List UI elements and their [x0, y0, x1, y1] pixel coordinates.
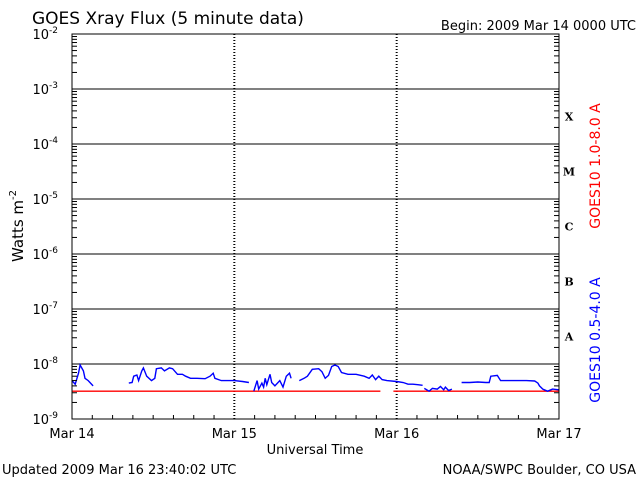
plot-frame — [71, 33, 560, 420]
x-tick-label: Mar 16 — [374, 427, 419, 442]
plot-series — [71, 362, 560, 393]
series-line-short — [298, 364, 423, 386]
y-tick-label: 10-3 — [32, 81, 58, 98]
y-axis-label-exponent: -2 — [8, 190, 19, 200]
series-line-short — [461, 374, 560, 392]
flare-class-label: A — [564, 331, 574, 344]
series-line-short — [128, 366, 250, 384]
begin-label: Begin: 2009 Mar 14 0000 UTC — [441, 19, 636, 34]
flare-class-label: C — [565, 221, 574, 234]
x-axis-ticks: Mar 14 Mar 15 Mar 16 Mar 17 — [49, 415, 582, 442]
series-line-short — [71, 362, 94, 387]
chart-title: GOES Xray Flux (5 minute data) — [32, 9, 304, 29]
flare-class-label: B — [564, 276, 573, 289]
y-tick-label: 10-9 — [32, 411, 58, 428]
flare-class-label: X — [565, 111, 574, 124]
y-axis-label: Watts m-2 — [8, 190, 27, 262]
series-line-short — [423, 385, 453, 393]
y-tick-label: 10-7 — [32, 301, 58, 318]
series-line-short — [253, 371, 292, 392]
x-axis-label: Universal Time — [267, 443, 364, 458]
x-tick-label: Mar 15 — [212, 427, 257, 442]
flare-class-label: M — [563, 166, 575, 179]
y-tick-label: 10-4 — [32, 136, 58, 153]
plot-grid — [72, 33, 559, 420]
y-tick-label: 10-8 — [32, 356, 58, 373]
legend-long-channel: GOES10 1.0-8.0 A — [588, 103, 604, 229]
x-tick-label: Mar 17 — [536, 427, 581, 442]
source-credit: NOAA/SWPC Boulder, CO USA — [443, 463, 636, 478]
y-axis-ticks: 10-9 10-8 10-7 10-6 10-5 10-4 10-3 10-2 — [32, 26, 559, 428]
flare-class-labels: A B C M X — [563, 111, 575, 344]
y-axis-label-text: Watts m — [9, 200, 27, 262]
y-tick-label: 10-6 — [32, 246, 58, 263]
legend-short-channel: GOES10 0.5-4.0 A — [588, 277, 604, 403]
x-tick-label: Mar 14 — [49, 427, 94, 442]
updated-timestamp: Updated 2009 Mar 16 23:40:02 UTC — [2, 463, 236, 478]
y-tick-label: 10-2 — [32, 26, 58, 43]
y-tick-label: 10-5 — [32, 191, 58, 208]
